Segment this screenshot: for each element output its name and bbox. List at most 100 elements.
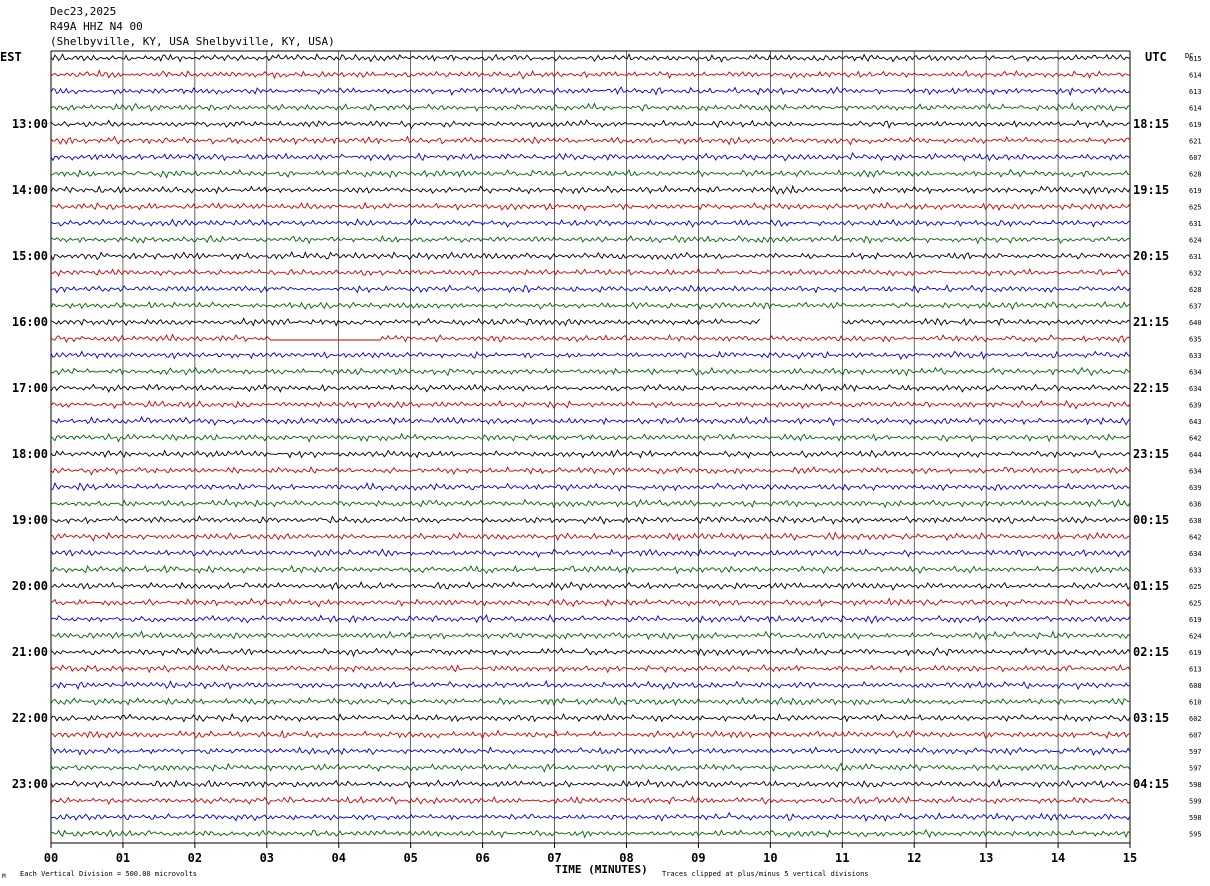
dc-value-label: 613 (1189, 88, 1202, 96)
x-tick-label: 04 (332, 851, 346, 865)
dc-value-label: 597 (1189, 765, 1202, 773)
trace-line (50, 795, 1131, 806)
x-tick-label: 00 (44, 851, 58, 865)
dc-value-label: 625 (1189, 600, 1202, 608)
dc-value-label: 608 (1189, 682, 1202, 690)
footer-right: Traces clipped at plus/minus 5 vertical … (662, 870, 869, 878)
dc-value-label: 633 (1189, 352, 1202, 360)
dc-value-label: 634 (1189, 369, 1202, 377)
trace-line (50, 284, 1131, 294)
trace-line (50, 449, 1131, 459)
dc-value-label: 642 (1189, 435, 1202, 443)
dc-value-label: 635 (1189, 336, 1202, 344)
trace-line (50, 548, 1131, 559)
x-tick-label: 02 (188, 851, 202, 865)
trace-line (50, 712, 1131, 723)
right-hour-label: 04:15 (1133, 777, 1169, 791)
left-hour-label: 17:00 (12, 381, 48, 395)
dc-value-label: 638 (1189, 517, 1202, 525)
right-hour-label: 03:15 (1133, 711, 1169, 725)
dc-value-label: 619 (1189, 121, 1202, 129)
trace-line (50, 646, 1131, 658)
right-hour-label: 00:15 (1133, 513, 1169, 527)
right-hour-label: 19:15 (1133, 183, 1169, 197)
trace-line (50, 729, 1131, 741)
trace-line (50, 829, 1131, 839)
right-hour-labels: 18:15 19:15 20:15 21:15 22:15 23:15 00:15 01:15… (1133, 117, 1169, 791)
dc-value-label: 631 (1189, 253, 1202, 261)
trace-line (50, 399, 1131, 410)
trace-line (50, 481, 1131, 492)
dc-value-label: 624 (1189, 237, 1202, 245)
x-tick-label: 09 (691, 851, 705, 865)
right-hour-label: 02:15 (1133, 645, 1169, 659)
dc-value-label: 639 (1189, 484, 1202, 492)
dc-value-label: 636 (1189, 501, 1202, 509)
dc-value-label: 615 (1189, 55, 1202, 63)
dc-value-label: 634 (1189, 468, 1202, 476)
trace-line (50, 234, 1131, 245)
trace-line (50, 317, 1131, 327)
dc-value-label: 619 (1189, 187, 1202, 195)
dc-value-label: 602 (1189, 715, 1202, 723)
dc-value-label: 631 (1189, 220, 1202, 228)
trace-line (50, 746, 1131, 756)
left-hour-label: 20:00 (12, 579, 48, 593)
x-axis-label: TIME (MINUTES) (555, 863, 648, 876)
trace-line (50, 531, 1131, 542)
x-tick-label: 08 (619, 851, 633, 865)
trace-line (50, 184, 1131, 195)
right-hour-label: 23:15 (1133, 447, 1169, 461)
trace-line (50, 515, 1131, 526)
dc-value-label: 614 (1189, 72, 1202, 80)
x-tick-label: 12 (907, 851, 921, 865)
trace-line (50, 498, 1131, 509)
x-tick-label: 07 (547, 851, 561, 865)
dc-value-label: 610 (1189, 699, 1202, 707)
corner-mark: M (2, 873, 6, 880)
right-hour-label: 21:15 (1133, 315, 1169, 329)
trace-line (50, 135, 1131, 146)
dc-value-label: 597 (1189, 748, 1202, 756)
x-tick-label: 14 (1051, 851, 1065, 865)
left-hour-label: 22:00 (12, 711, 48, 725)
trace-line (50, 333, 1131, 344)
dc-value-labels: 615 614 613 614 619 621 607 628 619 625 631 624 631 6… (1189, 55, 1202, 839)
right-hour-label: 20:15 (1133, 249, 1169, 263)
dc-value-label: 607 (1189, 732, 1202, 740)
left-hour-label: 21:00 (12, 645, 48, 659)
trace-line (50, 102, 1131, 113)
dc-value-label: 632 (1189, 270, 1202, 278)
trace-line (50, 696, 1131, 707)
dc-value-label: 613 (1189, 666, 1202, 674)
trace-line (51, 630, 1131, 641)
trace-line (50, 663, 1131, 674)
dc-value-label: 633 (1189, 567, 1202, 575)
trace-line (50, 597, 1131, 608)
x-tick-label: 13 (979, 851, 993, 865)
x-tick-label: 05 (403, 851, 417, 865)
trace-line (50, 415, 1131, 427)
dc-value-label: 614 (1189, 105, 1202, 113)
dc-value-label: 634 (1189, 550, 1202, 558)
trace-line (50, 267, 1131, 277)
trace-line (50, 86, 1131, 97)
left-hour-label: 18:00 (12, 447, 48, 461)
left-hour-label: 14:00 (12, 183, 48, 197)
trace-line (50, 762, 1131, 773)
dc-value-label: 637 (1189, 303, 1202, 311)
left-hour-label: 15:00 (12, 249, 48, 263)
dc-value-label: 625 (1189, 583, 1202, 591)
left-hour-label: 16:00 (12, 315, 48, 329)
right-hour-label: 22:15 (1133, 381, 1169, 395)
dc-value-label: 621 (1189, 138, 1202, 146)
x-tick-label: 15 (1123, 851, 1137, 865)
dc-value-label: 598 (1189, 814, 1202, 822)
trace-line (50, 218, 1131, 228)
right-zone-label: UTC (1145, 50, 1167, 64)
trace-line (50, 52, 1131, 63)
left-hour-labels: 13:00 14:00 15:00 16:00 17:00 18:00 19:00 20:00… (12, 117, 48, 791)
right-hour-label: 18:15 (1133, 117, 1169, 131)
trace-line (50, 250, 1131, 262)
